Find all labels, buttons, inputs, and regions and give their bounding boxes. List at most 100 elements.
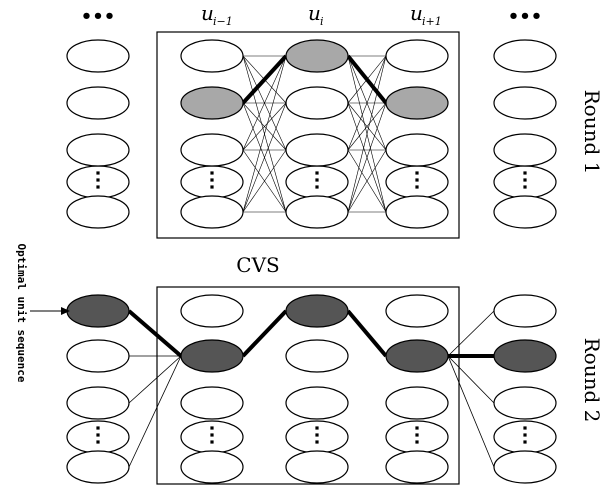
ellipsis-dot	[96, 433, 100, 437]
optimal-arrow-head	[61, 307, 70, 315]
round1-label: Round 1	[580, 90, 604, 175]
round1-node-more	[180, 165, 244, 199]
ellipsis-dot	[315, 440, 319, 444]
round2-node-selected	[180, 339, 244, 373]
round2-node	[66, 339, 130, 373]
lattice-edge	[242, 55, 287, 213]
round2-node-selected	[493, 339, 557, 373]
header-u-prev: u i−1	[201, 1, 233, 28]
lattice-edge	[242, 149, 287, 213]
round1-node	[493, 133, 557, 167]
round1-node-more	[66, 165, 130, 199]
round1-cvs-box	[156, 31, 460, 239]
ellipsis-dot	[210, 178, 214, 182]
cvs-label: CVS	[236, 253, 279, 277]
round2-node	[493, 294, 557, 328]
round1-node	[385, 133, 449, 167]
lattice-edge	[128, 355, 182, 404]
ellipsis-dot	[415, 426, 419, 430]
round2-node-selected	[385, 339, 449, 373]
svg-text:i+1: i+1	[422, 15, 442, 28]
round2-node-more	[180, 420, 244, 454]
lattice-edge	[242, 102, 287, 213]
round2-node-more	[66, 420, 130, 454]
right-ellipsis: •••	[508, 6, 543, 27]
ellipsis-dot	[415, 440, 419, 444]
svg-text:u: u	[410, 1, 423, 25]
best-path-edge	[127, 309, 183, 358]
ellipsis-dot	[96, 426, 100, 430]
lattice-edge	[128, 355, 182, 468]
round2-node	[493, 386, 557, 420]
round2-node	[66, 450, 130, 484]
round2-node-more	[493, 420, 557, 454]
lattice-edge	[447, 355, 495, 404]
svg-text:u: u	[308, 1, 321, 25]
lattice-edge	[447, 355, 495, 468]
ellipsis-dot	[523, 185, 527, 189]
round1-node-more	[385, 165, 449, 199]
best-path-edge	[241, 54, 288, 105]
round1-node	[180, 133, 244, 167]
round2-edges	[128, 310, 495, 468]
header-u-cur: u i	[308, 1, 324, 28]
ellipsis-dot	[415, 433, 419, 437]
round2-best-path	[127, 309, 494, 358]
round1-node-more	[493, 165, 557, 199]
lattice-edge	[347, 149, 387, 213]
left-ellipsis: •••	[81, 6, 116, 27]
round2-node	[285, 386, 349, 420]
ellipsis-dot	[523, 433, 527, 437]
round2-node-more	[385, 420, 449, 454]
ellipsis-dot	[96, 185, 100, 189]
round1-node	[493, 86, 557, 120]
round1-node	[285, 195, 349, 229]
round1-node-selected	[385, 86, 449, 120]
round1-edges	[242, 55, 387, 213]
round1-node	[493, 195, 557, 229]
lattice-edge	[242, 55, 287, 151]
ellipsis-dot	[315, 185, 319, 189]
round2-node	[493, 450, 557, 484]
ellipsis-dot	[210, 433, 214, 437]
svg-text:u: u	[201, 1, 214, 25]
ellipsis-dot	[210, 185, 214, 189]
round2-label: Round 2	[580, 338, 604, 423]
round2-node	[180, 386, 244, 420]
optimal-sequence-label: Optimal unit sequence	[15, 243, 28, 382]
ellipsis-dot	[315, 178, 319, 182]
ellipsis-dot	[96, 178, 100, 182]
ellipsis-dot	[96, 440, 100, 444]
round2-node-more	[285, 420, 349, 454]
lattice-edge	[347, 55, 387, 151]
round2-cvs-box	[156, 286, 460, 485]
round1-node-more	[285, 165, 349, 199]
round2-node	[180, 294, 244, 328]
ellipsis-dot	[96, 171, 100, 175]
ellipsis-dot	[315, 426, 319, 430]
best-path-edge	[241, 309, 288, 358]
round1-node	[66, 133, 130, 167]
ellipsis-dot	[523, 178, 527, 182]
lattice-nodes	[66, 39, 557, 484]
best-path-edge	[346, 54, 388, 105]
round2-node	[385, 294, 449, 328]
ellipsis-dot	[415, 185, 419, 189]
round1-node	[66, 86, 130, 120]
round2-node-selected	[285, 294, 349, 328]
lattice-edge	[347, 55, 387, 213]
ellipsis-dot	[415, 178, 419, 182]
round1-node	[385, 195, 449, 229]
lattice-edge	[347, 102, 387, 213]
round1-best-path	[241, 54, 388, 105]
svg-text:i: i	[320, 15, 324, 28]
ellipsis-dot	[523, 171, 527, 175]
lattice-edge	[242, 102, 287, 151]
round1-node-selected	[285, 39, 349, 73]
round2-node	[285, 450, 349, 484]
round1-node-selected	[180, 86, 244, 120]
round1-node	[66, 39, 130, 73]
round1-node	[493, 39, 557, 73]
ellipsis-dot	[523, 440, 527, 444]
round1-node	[180, 195, 244, 229]
